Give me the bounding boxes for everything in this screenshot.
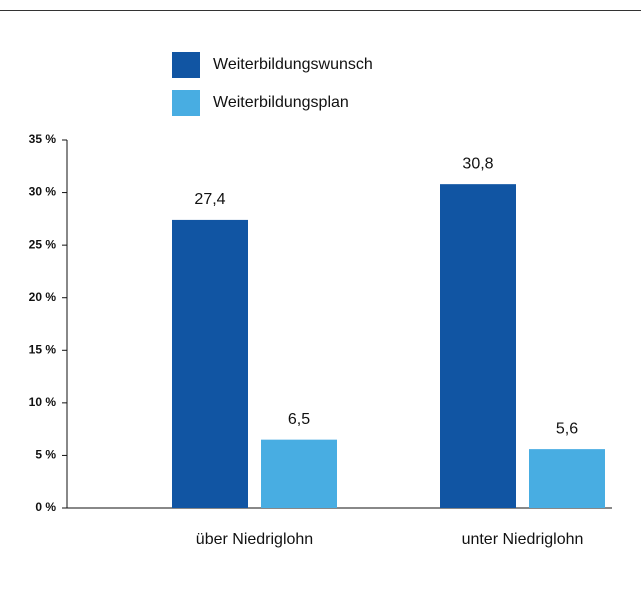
bar xyxy=(172,219,248,508)
y-tick-label: 35 % xyxy=(29,132,57,146)
bar xyxy=(261,439,337,508)
y-tick-label: 25 % xyxy=(29,237,57,251)
y-tick-label: 20 % xyxy=(29,290,57,304)
y-tick-label: 30 % xyxy=(29,185,57,199)
y-tick-label: 15 % xyxy=(29,342,57,356)
legend-swatch xyxy=(172,90,200,116)
bar xyxy=(440,184,516,508)
value-label: 30,8 xyxy=(462,155,493,172)
legend-label: Weiterbildungswunsch xyxy=(213,56,373,73)
value-label: 5,6 xyxy=(556,420,578,437)
x-tick-label: unter Niedriglohn xyxy=(462,531,584,548)
value-label: 6,5 xyxy=(288,411,310,428)
y-tick-label: 0 % xyxy=(35,500,56,514)
legend-label: Weiterbildungsplan xyxy=(213,94,349,111)
y-tick-label: 10 % xyxy=(29,395,57,409)
bar xyxy=(529,449,605,508)
legend-swatch xyxy=(172,52,200,78)
x-tick-label: über Niedriglohn xyxy=(196,531,313,548)
y-tick-label: 5 % xyxy=(35,448,56,462)
value-label: 27,4 xyxy=(194,191,225,208)
